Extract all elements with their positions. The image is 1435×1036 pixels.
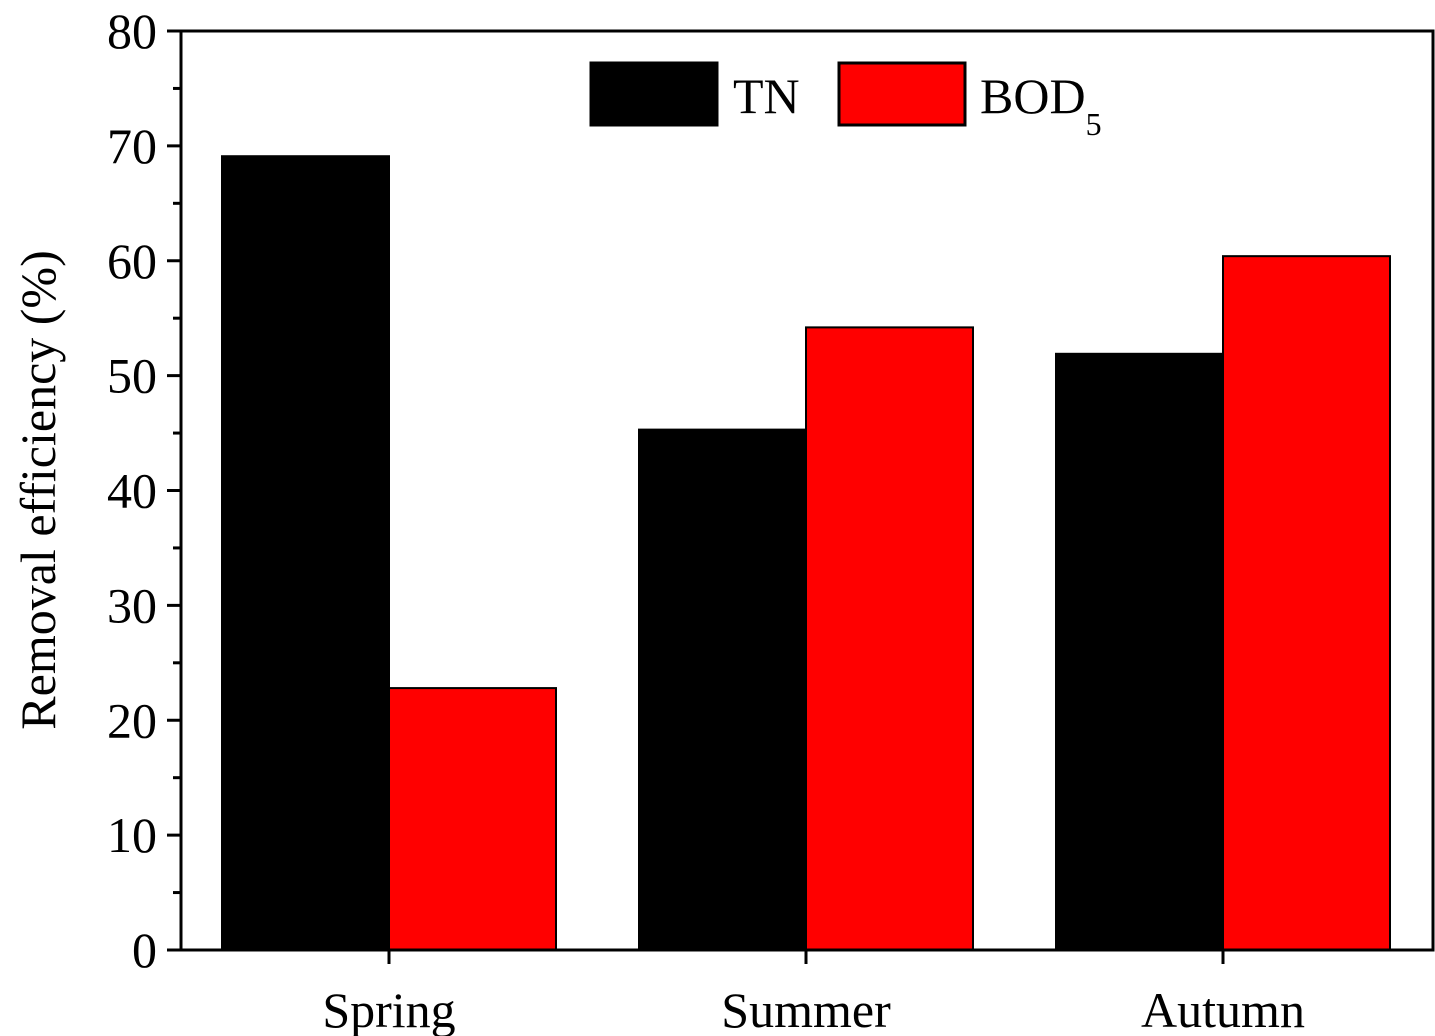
y-tick-label: 10	[107, 807, 157, 863]
legend-swatch-tn	[589, 61, 719, 127]
y-axis-title: Removal efficiency (%)	[10, 250, 66, 729]
y-tick-label: 60	[107, 233, 157, 289]
y-tick-label: 20	[107, 692, 157, 748]
y-tick-label: 40	[107, 463, 157, 519]
y-axis: 0 10 20 30 40 50 60 70 80	[107, 3, 181, 978]
x-tick-label: Spring	[322, 982, 455, 1036]
bars-group	[221, 155, 1391, 952]
legend: TN BOD5	[589, 61, 1102, 142]
bar-bod5-summer	[805, 326, 974, 951]
legend-swatch-bod5	[837, 61, 967, 127]
x-tick-label: Summer	[721, 982, 891, 1036]
bar-tn-autumn	[1055, 352, 1224, 951]
y-tick-label: 70	[107, 118, 157, 174]
bar-bod5-spring	[388, 687, 557, 952]
y-tick-label: 0	[132, 922, 157, 978]
bar-tn-spring	[221, 155, 390, 951]
legend-label-bod5: BOD5	[980, 68, 1102, 142]
x-tick-label: Autumn	[1141, 982, 1305, 1036]
y-tick-label: 50	[107, 348, 157, 404]
bar-bod5-autumn	[1222, 255, 1391, 951]
bar-tn-summer	[638, 428, 807, 951]
y-tick-label: 30	[107, 577, 157, 633]
x-axis: Spring Summer Autumn	[322, 950, 1305, 1036]
y-tick-label: 80	[107, 3, 157, 59]
legend-label-tn: TN	[733, 68, 800, 124]
